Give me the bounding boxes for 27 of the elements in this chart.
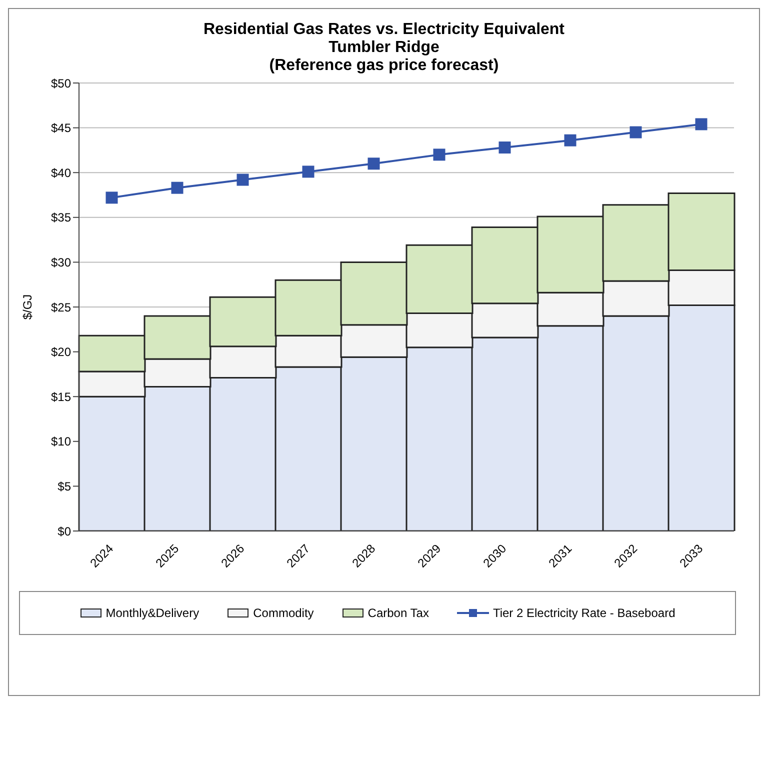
- y-tick-label: $10: [50, 434, 72, 449]
- y-tick-label: $40: [50, 166, 72, 180]
- y-tick-label: $15: [50, 390, 72, 404]
- point: [564, 134, 576, 146]
- legend-label: Commodity: [253, 606, 314, 620]
- point: [236, 174, 249, 186]
- y-tick-label: $20: [50, 345, 72, 360]
- legend-label: Monthly&Delivery: [106, 606, 200, 620]
- point: [695, 118, 708, 130]
- y-tick-label: $45: [50, 121, 72, 136]
- y-tick-label: $50: [50, 76, 72, 90]
- y-tick-label: $0: [58, 524, 72, 538]
- point: [171, 182, 184, 194]
- y-tick-label: $30: [50, 255, 72, 270]
- point: [302, 166, 314, 178]
- point: [433, 148, 446, 161]
- y-tick-label: $25: [50, 300, 72, 314]
- legend-label: Carbon Tax: [368, 606, 429, 620]
- y-axis-title: $/GJ: [20, 294, 34, 320]
- point: [630, 126, 642, 138]
- point: [498, 142, 511, 154]
- point: [368, 158, 380, 170]
- point: [106, 192, 118, 204]
- y-tick-label: $5: [58, 479, 72, 494]
- y-tick-label: $35: [50, 210, 72, 225]
- chart-title: Residential Gas Rates vs. Electricity Equivalent Tumbler Ridge (Reference gas price forecast): [202, 21, 566, 75]
- legend-label: Tier 2 Electricity Rate - Baseboard: [492, 606, 676, 620]
